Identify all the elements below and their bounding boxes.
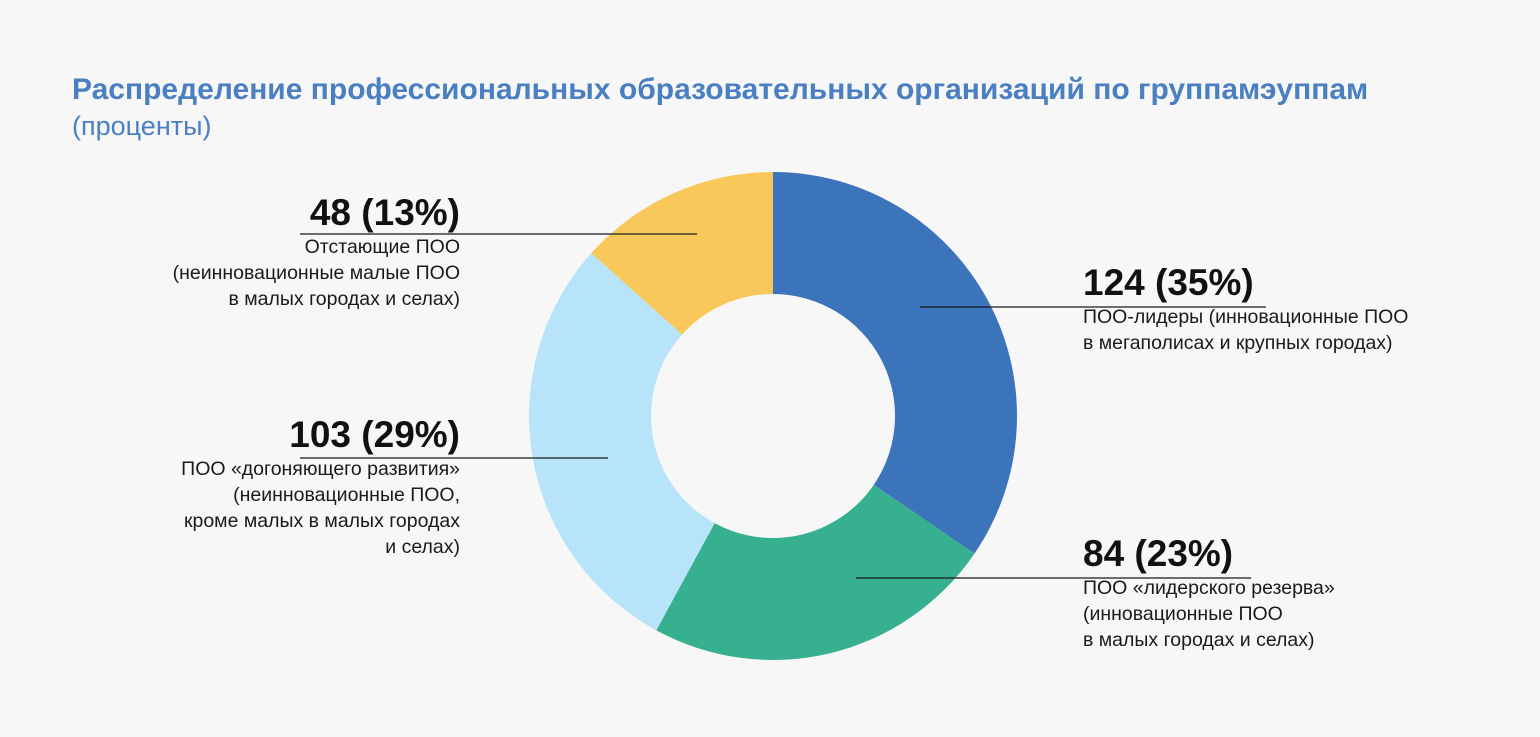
slice-desc-line: ПОО «лидерского резерва» — [1083, 577, 1335, 599]
slice-label-reserve: 84 (23%) ПОО «лидерского резерва» (иннов… — [1083, 533, 1335, 653]
slice-value-label: 124 (35%) — [1083, 262, 1254, 303]
slice-leaders — [773, 172, 1017, 554]
slice-desc-line: ПОО «догоняющего развития» — [181, 458, 460, 480]
slice-lagging — [591, 172, 773, 335]
chart-title: Распределение профессиональных образоват… — [72, 73, 1369, 106]
slice-catching-up — [528, 253, 715, 631]
slice-value-label: 103 (29%) — [289, 414, 460, 455]
slice-desc-line: и селах) — [385, 536, 460, 558]
slice-label-leaders: 124 (35%) ПОО-лидеры (инновационные ПОО … — [1083, 262, 1408, 356]
slice-desc-line: в малых городах и селах) — [228, 288, 461, 310]
slice-value-label: 48 (13%) — [309, 192, 460, 233]
slice-label-catching-up: 103 (29%) ПОО «догоняющего развития» (не… — [181, 414, 460, 560]
chart-subtitle: (проценты) — [72, 111, 212, 141]
slice-desc-line: ПОО-лидеры (инновационные ПОО — [1083, 306, 1409, 328]
slice-desc-line: (инновационные ПОО — [1083, 603, 1283, 625]
slice-desc-line: кроме малых в малых городах — [183, 510, 460, 532]
slice-desc-line: Отстающие ПОО — [304, 236, 460, 258]
slice-desc-line: в мегаполисах и крупных городах) — [1083, 332, 1393, 354]
slice-desc-line: (неинновационные ПОО, — [233, 484, 460, 506]
slice-desc-line: (неинновационные малые ПОО — [172, 262, 460, 284]
slice-reserve — [656, 484, 975, 660]
slice-label-lagging: 48 (13%) Отстающие ПОО (неинновационные … — [173, 192, 460, 312]
slice-desc-line: в малых городах и селах) — [1083, 629, 1315, 651]
slice-value-label: 84 (23%) — [1083, 533, 1234, 574]
